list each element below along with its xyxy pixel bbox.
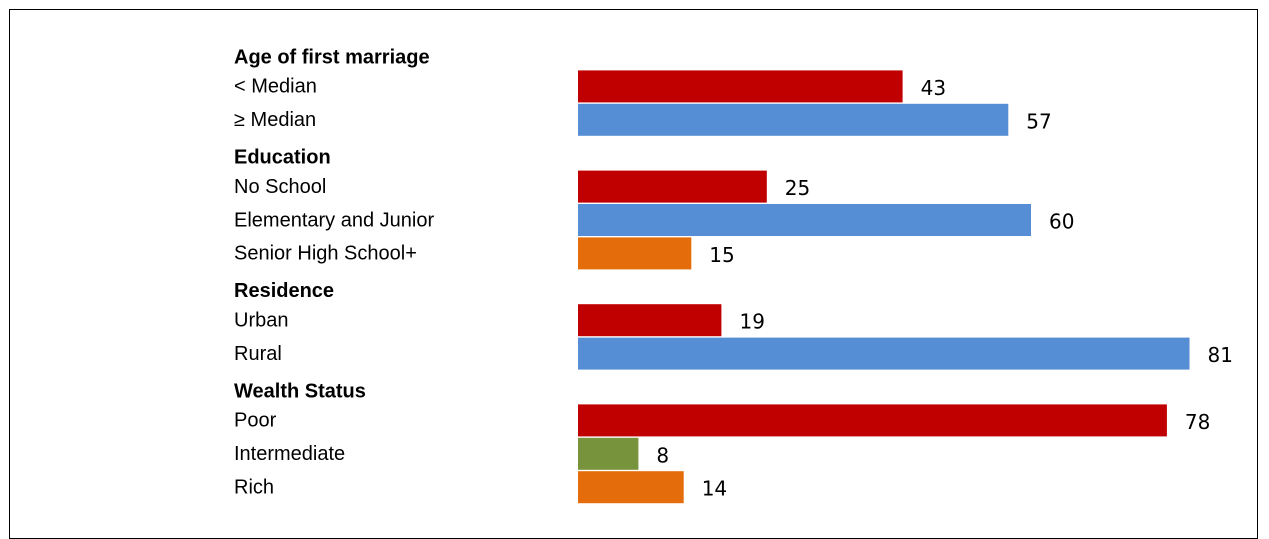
category-label: Poor — [234, 410, 277, 432]
value-label: 57 — [1026, 109, 1051, 133]
value-label: 43 — [921, 76, 946, 100]
bar — [578, 170, 767, 203]
bar — [578, 337, 1190, 370]
category-label: Urban — [234, 309, 288, 331]
bar — [578, 404, 1167, 437]
value-label: 14 — [702, 477, 727, 501]
value-label: 15 — [709, 243, 734, 267]
bar — [578, 471, 684, 504]
value-label: 60 — [1049, 210, 1074, 234]
bar — [578, 204, 1031, 236]
value-label: 81 — [1208, 343, 1233, 367]
group-heading: Education — [234, 146, 331, 168]
value-label: 25 — [785, 176, 810, 200]
group-heading: Wealth Status — [234, 380, 366, 402]
bar — [578, 437, 639, 470]
value-label: 8 — [656, 443, 669, 467]
bar — [578, 304, 722, 337]
group-heading: Residence — [234, 280, 334, 302]
value-label: 78 — [1185, 410, 1210, 434]
category-label: No School — [234, 176, 326, 198]
bar — [578, 70, 903, 103]
bar — [578, 103, 1009, 136]
value-label: 19 — [740, 310, 765, 334]
group-heading: Age of first marriage — [234, 46, 430, 68]
category-label: Senior High School+ — [234, 243, 417, 265]
bar — [578, 237, 692, 270]
category-label: ≥ Median — [234, 109, 316, 131]
category-label: Intermediate — [234, 443, 345, 465]
category-label: Elementary and Junior — [234, 209, 434, 231]
category-label: < Median — [234, 76, 317, 98]
category-label: Rural — [234, 343, 282, 365]
category-label: Rich — [234, 476, 274, 498]
